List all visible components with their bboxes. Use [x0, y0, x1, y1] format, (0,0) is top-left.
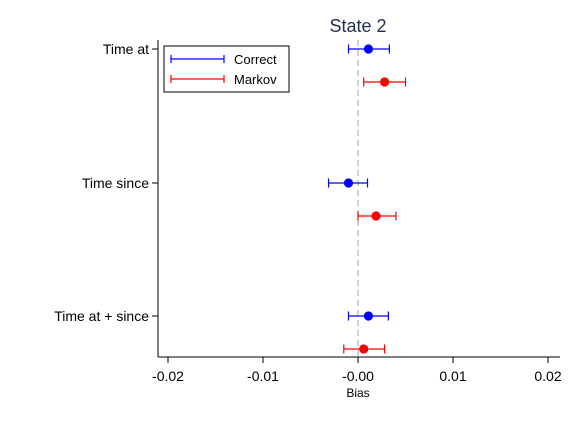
- y-category-label: Time since: [82, 175, 149, 191]
- y-axis-categories: Time at Time since Time at + since: [54, 41, 158, 324]
- x-tick-label: 0.01: [439, 368, 466, 384]
- point-estimate: [363, 44, 374, 54]
- plot-marks: [327, 44, 407, 354]
- legend-box: [163, 45, 290, 93]
- y-category-label: Time at + since: [54, 308, 149, 324]
- x-tick-label: -0.02: [152, 368, 184, 384]
- point-estimate: [359, 344, 369, 354]
- y-category-label: Time at: [103, 41, 149, 57]
- point-estimate: [371, 211, 381, 221]
- x-tick-label: -0.01: [247, 368, 279, 384]
- x-axis-ticks: -0.02 -0.01 -0.00 0.01 0.02: [152, 357, 562, 384]
- chart-title: State 2: [329, 16, 386, 36]
- x-tick-label: -0.00: [342, 368, 374, 384]
- point-estimate: [380, 77, 390, 87]
- x-tick-label: 0.02: [534, 368, 561, 384]
- legend: Correct Markov: [163, 45, 290, 93]
- legend-label: Correct: [234, 52, 277, 67]
- x-axis-label: Bias: [346, 386, 369, 400]
- point-estimate: [363, 311, 374, 321]
- legend-label: Markov: [234, 72, 277, 87]
- point-estimate: [343, 178, 354, 188]
